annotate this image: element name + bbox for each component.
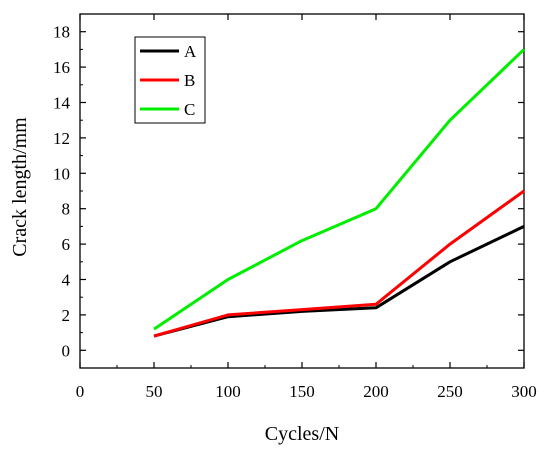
y-tick-label: 8 (62, 200, 71, 219)
legend-label-a: A (184, 42, 197, 61)
series-line-c (153, 48, 526, 331)
x-tick-label: 150 (289, 382, 315, 401)
x-tick-label: 100 (215, 382, 241, 401)
legend-label-c: C (184, 100, 195, 119)
y-tick-label: 2 (62, 306, 71, 325)
y-tick-label: 6 (62, 235, 71, 254)
y-tick-label: 10 (53, 164, 70, 183)
y-tick-label: 0 (62, 341, 71, 360)
y-tick-label: 16 (53, 58, 70, 77)
legend-label-b: B (184, 71, 195, 90)
legend: ABC (134, 36, 206, 124)
y-tick-label: 4 (62, 271, 71, 290)
x-tick-label: 300 (511, 382, 537, 401)
x-axis-label: Cycles/N (265, 423, 339, 445)
y-axis-label: Crack length/mm (9, 117, 31, 257)
y-tick-label: 18 (53, 23, 70, 42)
x-tick-label: 250 (437, 382, 463, 401)
x-tick-label: 200 (363, 382, 389, 401)
y-tick-label: 12 (53, 129, 70, 148)
series-line-b (153, 189, 525, 338)
y-axis-ticks: 0 2 4 6 8 10 12 14 16 18 (53, 13, 524, 369)
series-layer (153, 48, 526, 338)
x-tick-label: 50 (146, 382, 163, 401)
x-axis-ticks: 0 50 100 150 200 250 300 (76, 14, 537, 401)
x-tick-label: 0 (76, 382, 85, 401)
y-tick-label: 14 (53, 94, 71, 113)
